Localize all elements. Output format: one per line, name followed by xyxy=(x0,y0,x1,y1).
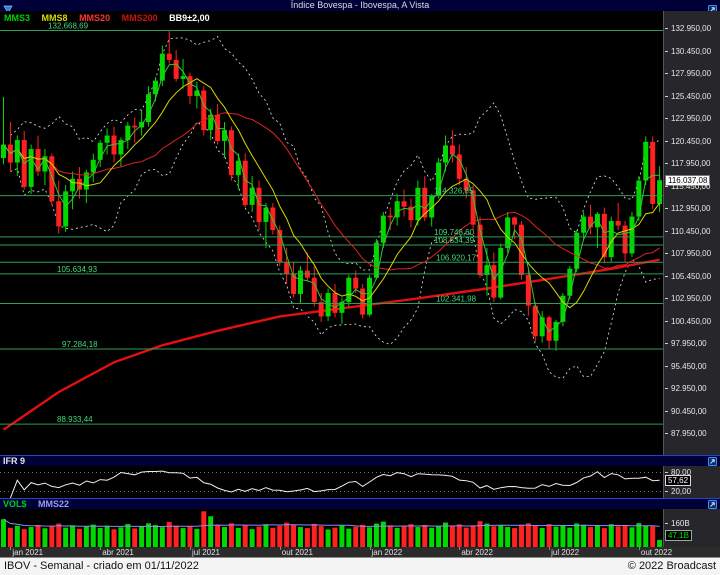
maximize-price-panel-icon[interactable] xyxy=(708,1,717,14)
price-axis-tick: 115.450,00 xyxy=(664,182,710,191)
bollinger-lower xyxy=(10,121,660,379)
price-axis-tick: 130.450,00 xyxy=(664,47,711,56)
price-axis-tick: 92.950,00 xyxy=(664,384,707,393)
date-axis-tick xyxy=(459,547,461,550)
maximize-ifr-panel-icon[interactable] xyxy=(708,457,717,466)
status-chart-info: IBOV - Semanal - criado em 01/11/2022 xyxy=(4,560,199,572)
date-axis-label: abr 2021 xyxy=(102,548,134,557)
price-chart-plot[interactable]: 132.668,69 114.326,85 109.748,60108.834,39… xyxy=(0,11,663,455)
maximize-volume-panel-icon[interactable] xyxy=(708,500,717,509)
price-axis-tick: 112.950,00 xyxy=(664,204,710,213)
price-levels xyxy=(0,30,663,425)
price-level-label: 132.668,69 xyxy=(48,22,89,31)
date-axis-label: jul 2022 xyxy=(551,548,580,557)
price-level-label: 106.920,17 xyxy=(436,253,477,262)
price-level-label: 108.834,39 xyxy=(434,236,475,245)
price-level-label: 97.284,18 xyxy=(62,340,98,349)
volume-mms22-line xyxy=(3,518,660,527)
price-axis-tick: 87.950,00 xyxy=(664,429,707,438)
date-axis-tick xyxy=(279,547,281,550)
price-axis-tick: 132.950,00 xyxy=(664,24,711,33)
date-axis-tick xyxy=(549,547,551,550)
status-bar: IBOV - Semanal - criado em 01/11/2022 © … xyxy=(0,557,720,575)
bollinger-upper xyxy=(10,35,660,271)
volume-panel-header: VOL$ MMS22 xyxy=(0,498,720,509)
window-title: Índice Bovespa - Ibovespa, A Vista xyxy=(290,0,430,10)
ifr-lower-tick: 20,00 xyxy=(664,487,691,496)
date-axis-tick xyxy=(189,547,191,550)
date-axis: jan 2021 abr 2021 jul 2021 out 2021 jan 2022… xyxy=(0,547,720,557)
date-axis-tick xyxy=(638,547,640,550)
mms20-line xyxy=(3,112,660,271)
legend-mms200: MMS200 xyxy=(121,13,158,23)
ifr-panel-title: IFR 9 xyxy=(3,456,26,466)
price-axis-tick: 120.450,00 xyxy=(664,137,711,146)
price-axis-tick: 105.450,00 xyxy=(664,272,711,281)
date-axis-label: jan 2021 xyxy=(12,548,44,557)
ifr-line xyxy=(9,470,660,498)
mms3-line xyxy=(3,63,660,333)
last-price-badge: 116.037,08 xyxy=(665,175,711,187)
legend-mms3: MMS3 xyxy=(4,13,31,23)
ifr-upper-tick: 80,00 xyxy=(664,468,691,477)
price-axis-tick: 102.950,00 xyxy=(664,294,711,303)
volume-axis: 160B 47,1B xyxy=(663,509,720,547)
date-axis-label: abr 2022 xyxy=(461,548,493,557)
volume-bars xyxy=(1,511,663,547)
price-axis-tick: 107.950,00 xyxy=(664,249,711,258)
price-level-label: 109.748,60 xyxy=(434,228,475,237)
legend-mms20: MMS20 xyxy=(79,13,111,23)
price-axis-tick: 110.450,00 xyxy=(664,227,710,236)
mms200-line xyxy=(2,258,660,431)
volume-value-badge: 47,1B xyxy=(665,529,692,541)
mms8-line xyxy=(3,78,661,309)
ifr-panel-header: IFR 9 xyxy=(0,455,720,466)
price-axis-tick: 100.450,00 xyxy=(664,317,711,326)
date-axis-tick xyxy=(100,547,102,550)
volume-axis-tick: 160B xyxy=(664,519,690,528)
price-axis-tick: 122.950,00 xyxy=(664,114,711,123)
window-titlebar: Índice Bovespa - Ibovespa, A Vista xyxy=(0,0,720,14)
volume-ma-label: MMS22 xyxy=(38,499,70,509)
price-level-label: 105.634,93 xyxy=(57,265,98,274)
price-level-label: 102.341,98 xyxy=(436,294,477,303)
price-level-label: 114.326,85 xyxy=(434,187,474,196)
date-axis-label: jul 2021 xyxy=(191,548,220,557)
price-axis-tick: 117.950,00 xyxy=(664,159,710,168)
price-axis-tick: 90.450,00 xyxy=(664,407,707,416)
date-axis-label: out 2022 xyxy=(640,548,673,557)
price-axis: 116.037,08 87.950,00 90.450,00 92.950,00 95… xyxy=(663,11,720,455)
status-copyright: © 2022 Broadcast xyxy=(627,560,716,572)
legend-bb: BB9±2,00 xyxy=(169,13,210,23)
ifr-value-badge: 57,62 xyxy=(665,475,692,486)
ifr-axis: 80,00 20,00 57,62 xyxy=(663,466,720,498)
app-menu-icon[interactable] xyxy=(3,1,13,14)
price-axis-tick: 95.450,00 xyxy=(664,362,707,371)
date-axis-tick xyxy=(369,547,371,550)
volume-plot[interactable] xyxy=(0,509,663,547)
volume-panel-title: VOL$ xyxy=(3,499,27,509)
price-axis-tick: 125.450,00 xyxy=(664,92,711,101)
price-axis-tick: 127.950,00 xyxy=(664,69,711,78)
indicator-legend: MMS3 MMS8 MMS20 MMS200 BB9±2,00 xyxy=(0,12,219,24)
ifr-plot[interactable] xyxy=(0,466,663,498)
date-axis-label: jan 2022 xyxy=(371,548,403,557)
price-level-label: 88.933,44 xyxy=(57,415,93,424)
date-axis-label: out 2021 xyxy=(281,548,313,557)
date-axis-tick xyxy=(10,547,12,550)
legend-mms8: MMS8 xyxy=(41,13,68,23)
price-axis-tick: 97.950,00 xyxy=(664,339,707,348)
